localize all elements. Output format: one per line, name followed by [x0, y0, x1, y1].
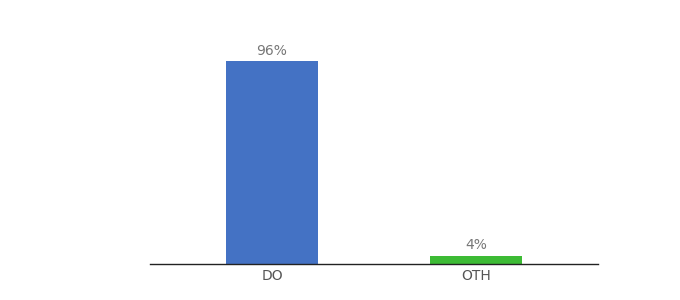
Bar	[430, 256, 522, 264]
Text: 4%: 4%	[465, 238, 487, 252]
Text: 96%: 96%	[256, 44, 288, 58]
Bar	[226, 61, 318, 264]
